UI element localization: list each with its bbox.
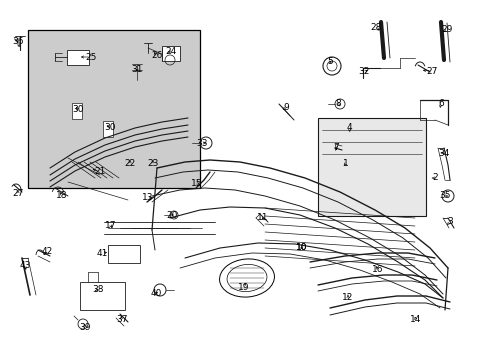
Text: 40: 40 (150, 288, 162, 297)
Text: 24: 24 (165, 48, 176, 57)
Text: 11: 11 (257, 213, 268, 222)
Text: 10: 10 (296, 243, 307, 252)
Text: 17: 17 (105, 221, 117, 230)
Text: 42: 42 (41, 248, 53, 256)
Text: 27: 27 (12, 189, 23, 198)
Text: 28: 28 (369, 23, 381, 32)
Bar (108, 245, 140, 263)
Text: 2: 2 (431, 174, 437, 183)
Text: 19: 19 (238, 283, 249, 292)
Text: 7: 7 (332, 144, 338, 153)
Ellipse shape (219, 259, 274, 297)
Bar (72, 103, 82, 119)
Text: 15: 15 (191, 179, 203, 188)
Text: 30: 30 (104, 123, 116, 132)
Bar (162, 46, 180, 61)
Text: 1: 1 (343, 158, 348, 167)
Text: 20: 20 (166, 211, 177, 220)
Text: 43: 43 (19, 261, 31, 270)
Text: 39: 39 (79, 323, 91, 332)
Bar (103, 121, 113, 137)
Text: 14: 14 (409, 315, 421, 324)
Text: 9: 9 (283, 103, 288, 112)
Text: 41: 41 (96, 248, 107, 257)
Text: 36: 36 (12, 37, 24, 46)
Text: 16: 16 (371, 266, 383, 274)
Text: 30: 30 (72, 105, 83, 114)
Text: 29: 29 (440, 26, 452, 35)
Bar (67, 50, 89, 65)
Text: 34: 34 (437, 148, 449, 158)
Text: 33: 33 (196, 139, 207, 148)
Text: 3: 3 (446, 217, 452, 226)
Text: 6: 6 (437, 99, 443, 108)
Text: 12: 12 (342, 293, 353, 302)
Text: 10: 10 (296, 243, 307, 252)
Text: 4: 4 (346, 123, 351, 132)
Bar (317, 118, 425, 216)
Text: 35: 35 (438, 192, 450, 201)
Bar (80, 282, 125, 310)
Bar (28, 30, 200, 188)
Text: 22: 22 (124, 158, 135, 167)
Text: 13: 13 (142, 194, 153, 202)
Text: 8: 8 (334, 99, 340, 108)
Text: 38: 38 (92, 285, 103, 294)
Text: 21: 21 (94, 167, 105, 176)
Text: 23: 23 (147, 158, 159, 167)
Text: 5: 5 (326, 58, 332, 67)
Text: 18: 18 (56, 192, 68, 201)
Text: 37: 37 (116, 315, 127, 324)
Text: 31: 31 (131, 66, 142, 75)
Text: 32: 32 (358, 68, 369, 77)
Text: 25: 25 (85, 53, 97, 62)
Text: 27: 27 (426, 67, 437, 76)
Text: 26: 26 (151, 51, 163, 60)
